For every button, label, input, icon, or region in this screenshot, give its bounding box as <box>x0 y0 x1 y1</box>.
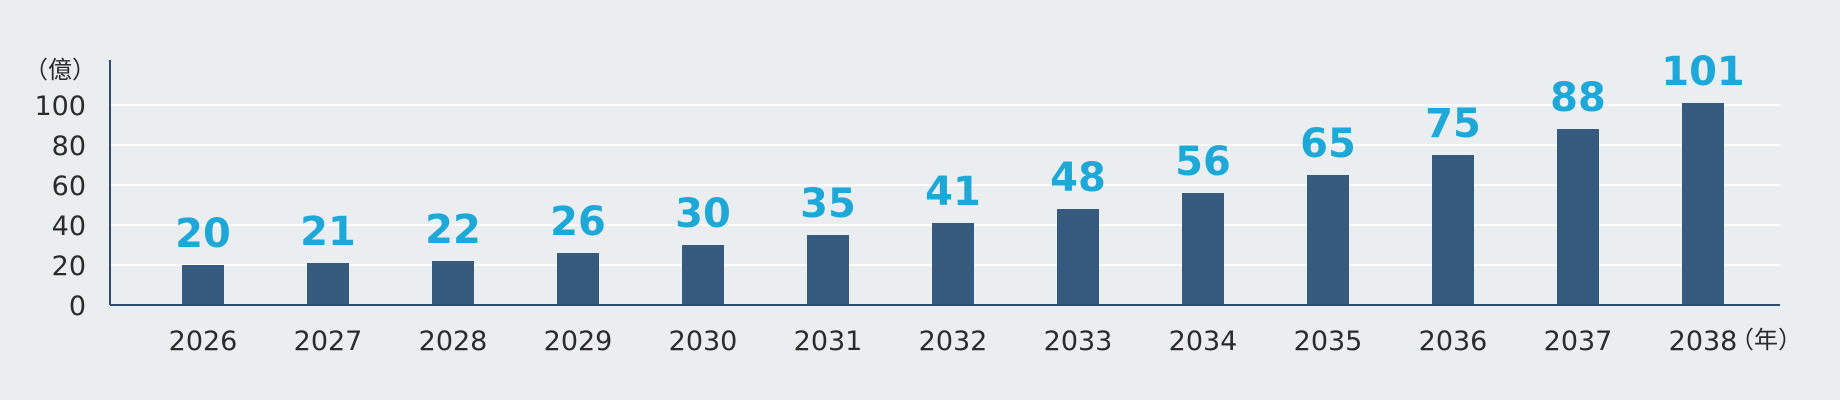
value-label: 65 <box>1300 121 1356 167</box>
value-label: 30 <box>675 191 731 237</box>
value-label: 75 <box>1425 101 1481 147</box>
value-label: 56 <box>1175 139 1231 185</box>
x-tick-labels: 2026 2027 2028 2029 2030 2031 2032 2033 2034 2035… <box>169 326 1738 357</box>
x-tick-label: 2034 <box>1169 326 1238 357</box>
bar <box>432 261 474 305</box>
bar <box>1432 155 1474 305</box>
x-tick-label: 2029 <box>544 326 613 357</box>
x-tick-label: 2027 <box>294 326 363 357</box>
x-tick-label: 2028 <box>419 326 488 357</box>
value-label: 26 <box>550 199 606 245</box>
x-unit-label: （年） <box>1730 326 1802 354</box>
bar <box>932 223 974 305</box>
bar <box>1682 103 1724 305</box>
value-label: 21 <box>300 209 356 255</box>
bar <box>807 235 849 305</box>
x-tick-label: 2035 <box>1294 326 1363 357</box>
bar <box>307 263 349 305</box>
value-label: 22 <box>425 207 481 253</box>
x-tick-label: 2030 <box>669 326 738 357</box>
x-tick-label: 2026 <box>169 326 238 357</box>
y-tick-label: 20 <box>52 251 86 282</box>
value-label: 20 <box>175 211 231 257</box>
value-label: 88 <box>1550 75 1606 121</box>
x-tick-label: 2031 <box>794 326 863 357</box>
value-labels: 20 21 22 26 30 35 41 48 56 65 75 88 101 <box>175 49 1745 257</box>
bar <box>1182 193 1224 305</box>
value-label: 101 <box>1661 49 1745 95</box>
x-tick-label: 2036 <box>1419 326 1488 357</box>
bars <box>182 103 1724 305</box>
y-tick-label: 0 <box>69 291 86 322</box>
y-tick-labels: 0 20 40 60 80 100 <box>34 91 86 322</box>
y-tick-label: 100 <box>34 91 86 122</box>
axes <box>109 60 1780 306</box>
bar <box>1557 129 1599 305</box>
x-tick-label: 2032 <box>919 326 988 357</box>
value-label: 35 <box>800 181 856 227</box>
bar <box>1057 209 1099 305</box>
y-tick-label: 60 <box>52 171 86 202</box>
bar <box>557 253 599 305</box>
y-tick-label: 80 <box>52 131 86 162</box>
value-label: 48 <box>1050 155 1106 201</box>
gridlines <box>110 104 1780 266</box>
bar <box>1307 175 1349 305</box>
x-tick-label: 2037 <box>1544 326 1613 357</box>
bar <box>182 265 224 305</box>
value-label: 41 <box>925 169 981 215</box>
y-unit-label: （億） <box>24 56 96 84</box>
x-tick-label: 2038 <box>1669 326 1738 357</box>
x-tick-label: 2033 <box>1044 326 1113 357</box>
y-tick-label: 40 <box>52 211 86 242</box>
bar <box>682 245 724 305</box>
